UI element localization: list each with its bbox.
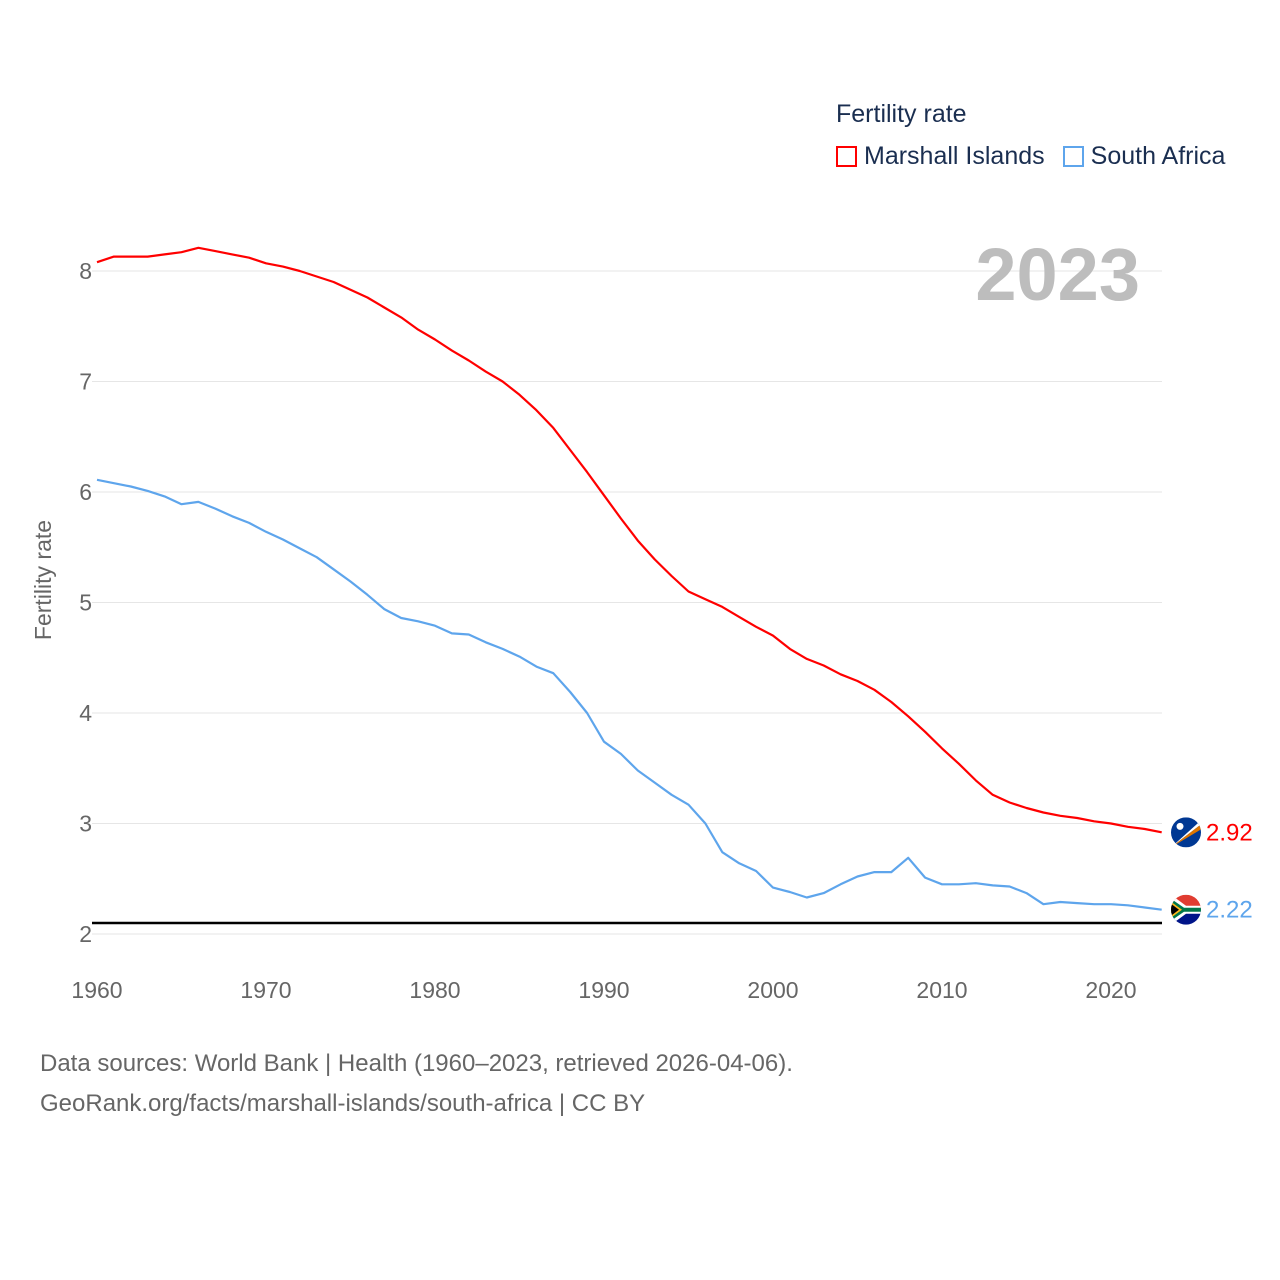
y-axis-label: Fertility rate [30,520,56,640]
series-line-marshall-islands [96,246,1162,834]
y-tick-label: 6 [79,479,92,505]
source-link[interactable]: GeoRank.org/facts/marshall-islands/south… [40,1090,646,1117]
x-tick-label: 1990 [578,977,629,1003]
x-tick-label: 2010 [916,977,967,1003]
y-tick-label: 8 [79,258,92,284]
flag-star [1176,822,1184,830]
flag-bg [1171,817,1201,848]
flag-stripe-orange [1171,824,1201,848]
series-line-south-africa [96,478,1162,911]
x-tick-label: 1970 [240,977,291,1003]
legend: Marshall Islands South Africa [836,142,1243,171]
legend-swatch [1062,146,1084,167]
flag-black [1171,903,1179,916]
y-tick-label: 2 [79,921,92,947]
flag-stripe-white [1171,820,1201,848]
y-tick-label: 3 [79,811,92,837]
end-value-label: 2.92 [1206,819,1253,846]
x-tick-label: 1960 [71,977,122,1003]
legend-label: South Africa [1090,142,1226,170]
flag-green [1171,898,1201,921]
legend-title: Fertility rate [836,100,967,128]
source-line: Data sources: World Bank | Health (1960–… [40,1050,793,1077]
x-tick-label: 1980 [409,977,460,1003]
y-tick-label: 5 [79,590,92,616]
x-tick-label: 2020 [1085,977,1136,1003]
x-tick-label: 2000 [747,977,798,1003]
marshall-islands-flag-icon [1171,817,1201,848]
legend-item-south-africa[interactable]: South Africa [1062,142,1226,171]
year-label: 2023 [975,233,1140,316]
flag-body [1171,817,1201,848]
south-africa-flag-icon [1171,894,1201,925]
end-value-label: 2.22 [1206,897,1253,924]
legend-label: Marshall Islands [864,142,1045,170]
flag-body [1171,894,1201,925]
y-tick-label: 7 [79,369,92,395]
source-note: Data sources: World Bank | Health (1960–… [40,1044,793,1124]
y-tick-label: 4 [79,700,92,726]
legend-item-marshall-islands[interactable]: Marshall Islands [836,142,1045,171]
legend-swatch [836,146,857,167]
